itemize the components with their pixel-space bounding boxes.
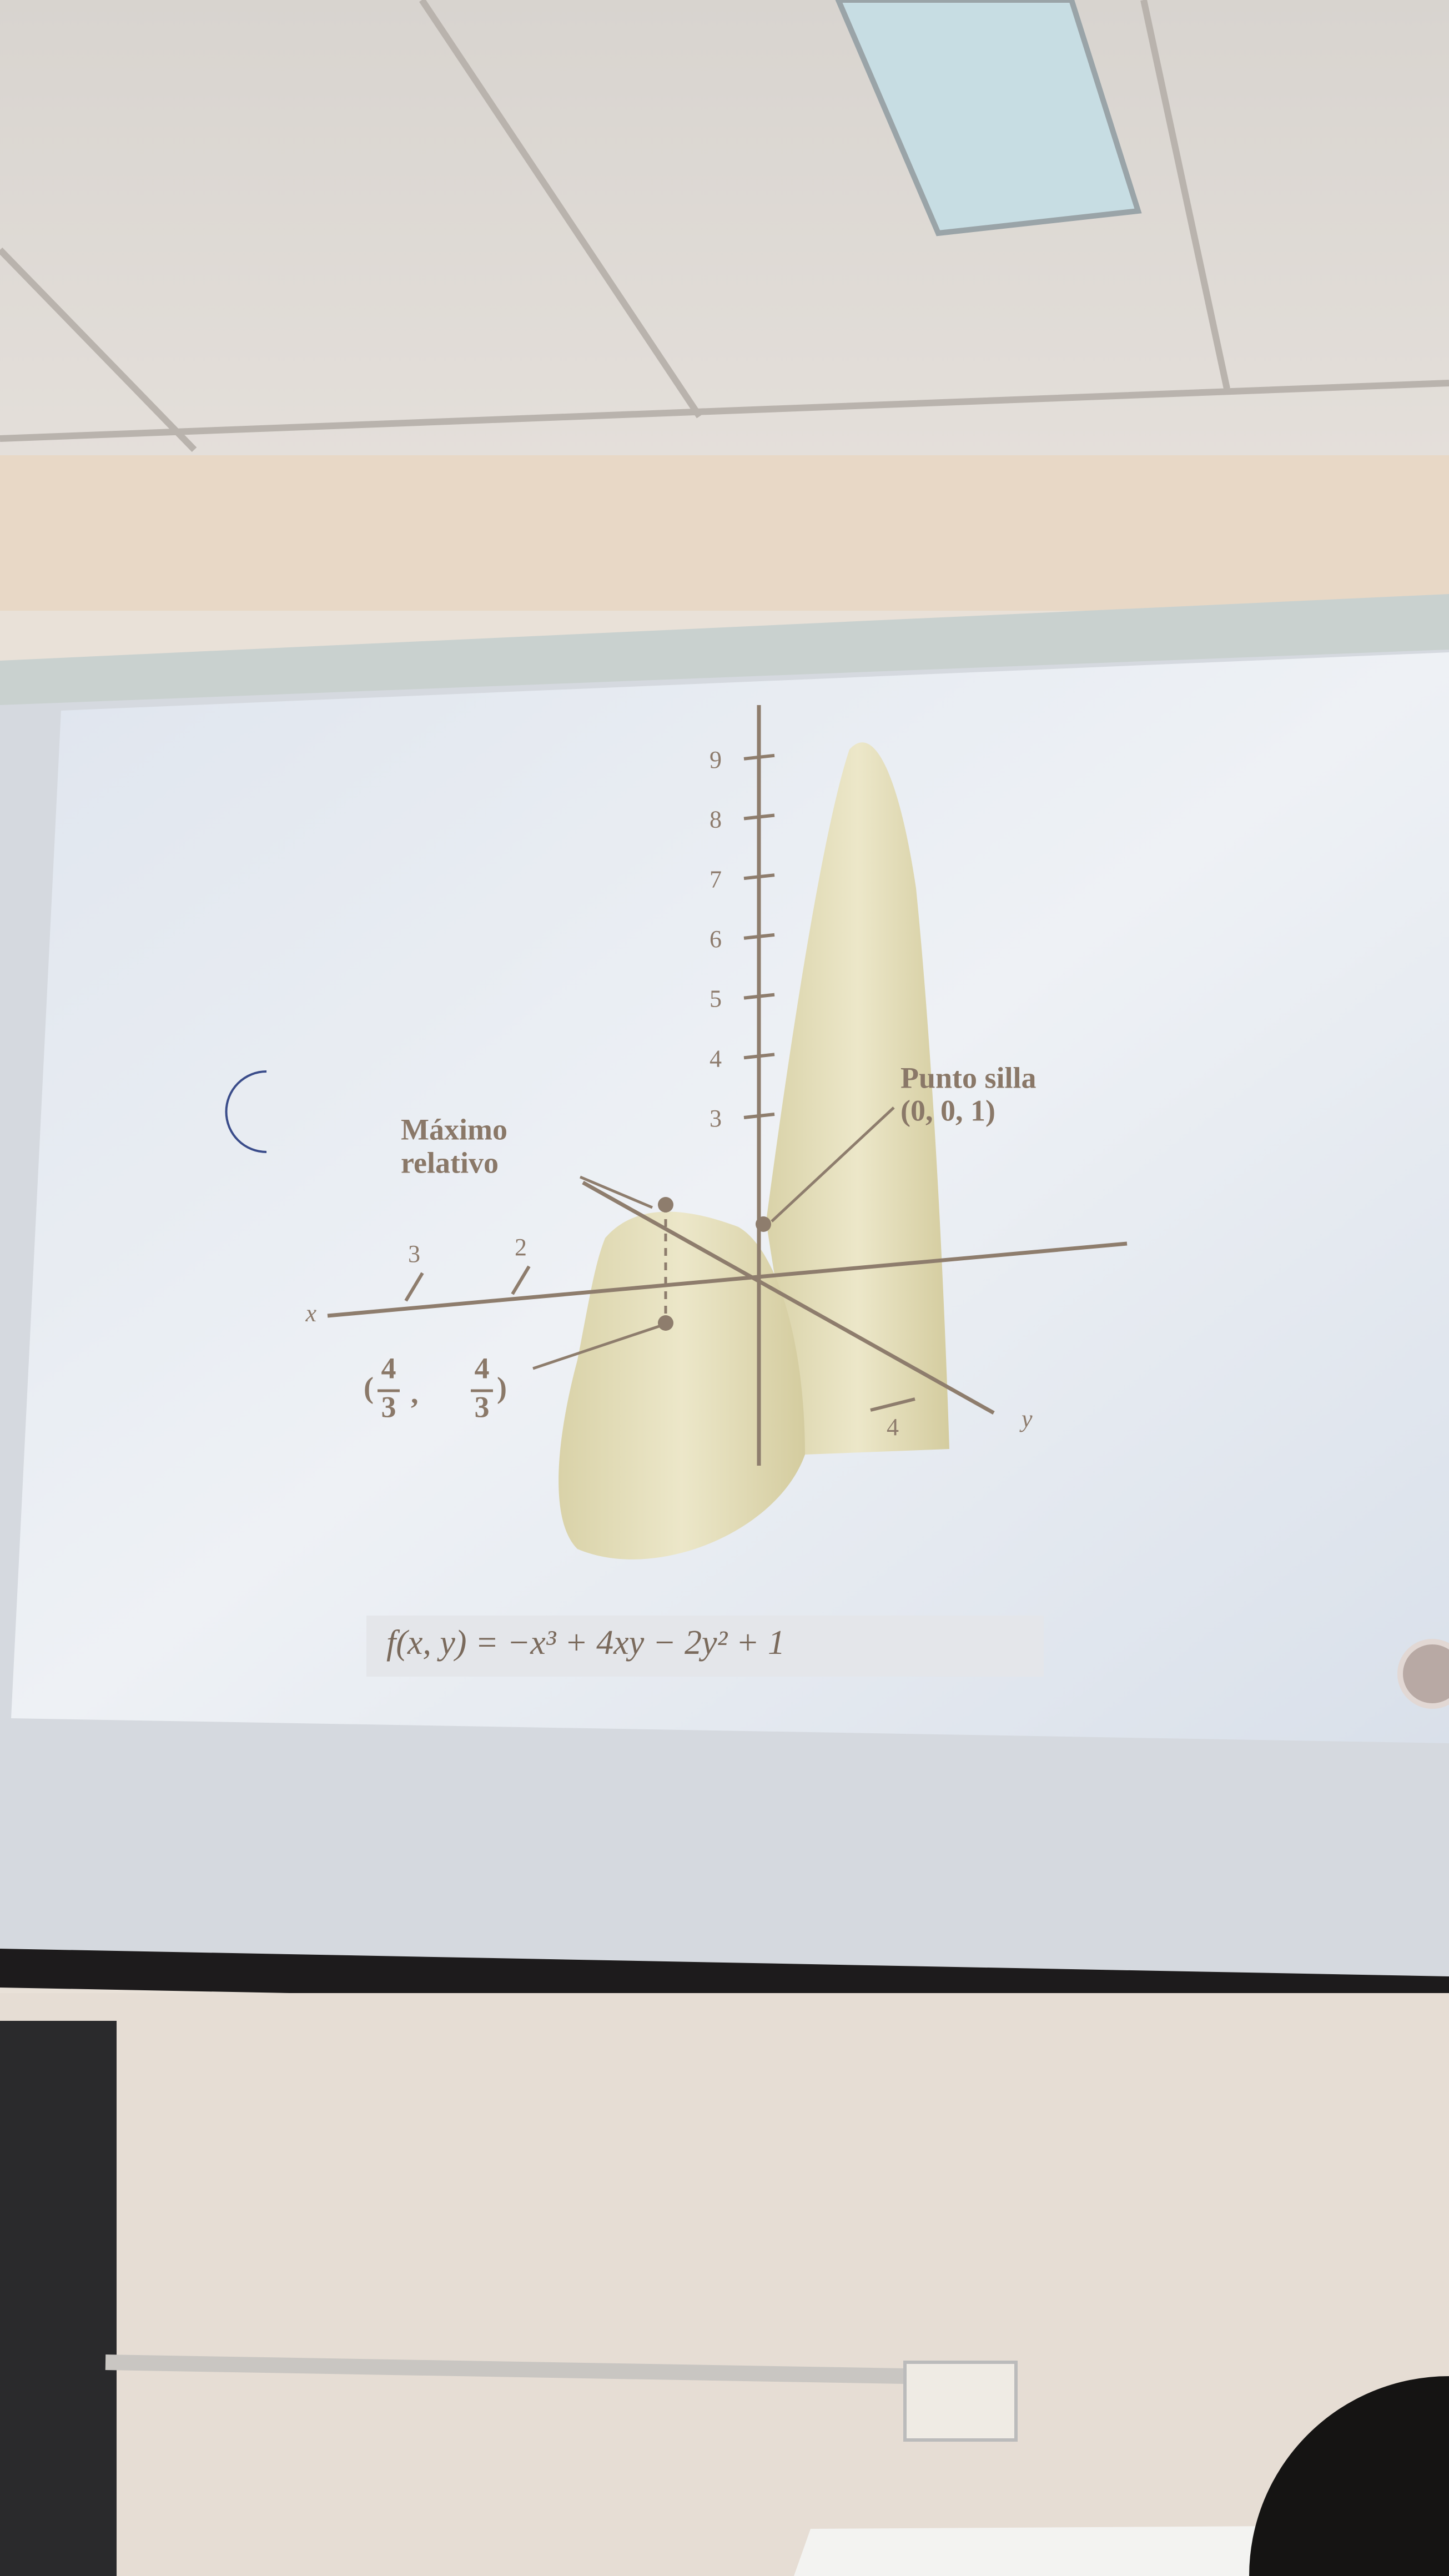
cable-duct <box>105 2354 905 2384</box>
x-tick-label: 2 <box>515 1234 527 1261</box>
maximum-leader <box>532 1324 661 1370</box>
lower-wall <box>0 1993 1449 2576</box>
wall-band <box>0 455 1449 611</box>
z-tick <box>743 933 775 940</box>
saddle-point <box>756 1216 771 1232</box>
z-tick <box>743 873 775 881</box>
x-tick-label: 3 <box>408 1240 420 1267</box>
fraction-num: 4 <box>475 1351 490 1385</box>
surface-wave <box>559 1211 805 1559</box>
z-tick-label: 3 <box>710 1105 722 1132</box>
z-tick-label: 9 <box>710 746 722 773</box>
formula: f(x, y) = −x³ + 4xy − 2y² + 1 <box>386 1624 785 1662</box>
paren: ) <box>497 1371 507 1404</box>
wall-switch <box>903 2361 1018 2442</box>
desk-edge <box>794 2526 1305 2576</box>
fraction-den: 3 <box>475 1390 490 1423</box>
z-tick-label: 8 <box>710 806 722 833</box>
ceiling <box>0 0 1449 461</box>
saddle-label: (0, 0, 1) <box>900 1094 995 1127</box>
comma: , <box>411 1376 419 1410</box>
z-tick-label: 4 <box>710 1045 722 1072</box>
maximum-label: relativo <box>401 1146 499 1179</box>
y-axis-label: y <box>1019 1405 1033 1432</box>
z-tick <box>743 1053 775 1060</box>
y-tick-label: 4 <box>887 1413 899 1441</box>
z-tick-label: 7 <box>710 866 722 893</box>
paren: ( <box>364 1371 374 1404</box>
saddle-label: Punto silla <box>900 1061 1037 1094</box>
y-axis <box>582 1180 995 1415</box>
maximum-label: Máximo <box>401 1113 507 1146</box>
z-tick-label: 5 <box>710 985 722 1013</box>
person-head <box>1249 2376 1449 2576</box>
saddle-leader <box>771 1106 895 1222</box>
y-tick <box>870 1397 915 1412</box>
ceiling-light <box>835 0 1142 237</box>
z-tick-label: 6 <box>710 925 722 953</box>
z-tick <box>743 753 775 761</box>
cursor-mark <box>225 1070 267 1153</box>
fraction-den: 3 <box>381 1390 396 1423</box>
projected-slide <box>11 652 1449 1743</box>
ceiling-seams <box>0 0 1449 452</box>
z-tick <box>743 1113 775 1119</box>
formula-box <box>366 1616 1044 1677</box>
presenter-dot <box>1397 1639 1449 1709</box>
surface-peak <box>766 742 949 1455</box>
x-axis <box>327 1241 1128 1318</box>
fraction-num: 4 <box>381 1351 396 1385</box>
z-tick <box>743 993 775 1000</box>
maximum-label-leader <box>580 1175 653 1209</box>
x-tick <box>511 1265 531 1295</box>
screen-housing <box>0 594 1449 711</box>
z-tick <box>743 813 775 821</box>
speaker <box>0 2021 117 2576</box>
x-tick <box>404 1272 424 1302</box>
x-axis-label: x <box>305 1300 316 1327</box>
